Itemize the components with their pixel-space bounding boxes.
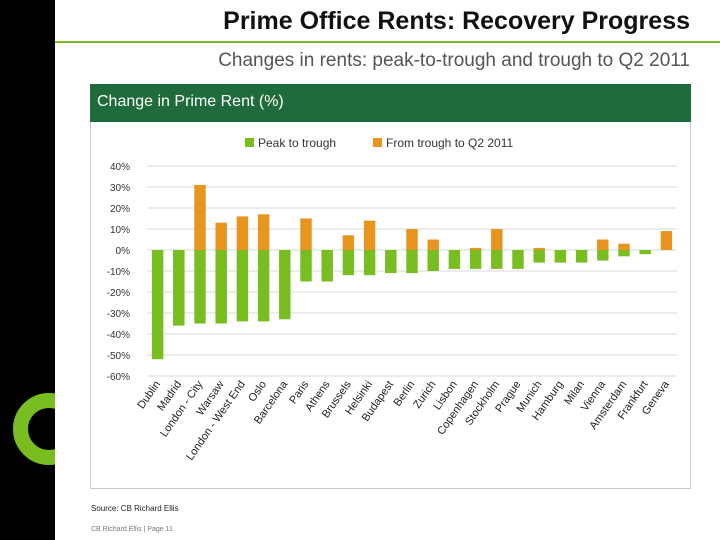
title-divider — [55, 41, 720, 43]
bar-peak-to-trough-16 — [491, 250, 503, 269]
bar-trough-to-q2-5 — [257, 214, 270, 250]
y-tick-label: 40% — [110, 162, 130, 173]
y-tick-label: 30% — [110, 183, 130, 194]
bar-peak-to-trough-9 — [342, 250, 355, 276]
y-tick-label: -40% — [107, 330, 130, 341]
slide-title: Prime Office Rents: Recovery Progress — [223, 7, 690, 35]
bar-peak-to-trough-6 — [279, 250, 291, 320]
bar-peak-to-trough-19 — [554, 250, 567, 263]
bar-trough-to-q2-24 — [660, 231, 673, 250]
bar-trough-to-q2-22 — [618, 243, 630, 250]
y-tick-label: -10% — [107, 267, 130, 278]
bar-peak-to-trough-7 — [300, 250, 312, 282]
source-note: Source: CB Richard Ellis — [91, 504, 179, 513]
bar-peak-to-trough-11 — [385, 250, 397, 274]
chart-panel — [90, 84, 691, 489]
bar-trough-to-q2-4 — [236, 216, 249, 250]
bar-peak-to-trough-13 — [427, 250, 439, 271]
bar-peak-to-trough-1 — [173, 250, 185, 326]
bar-peak-to-trough-14 — [448, 250, 461, 269]
y-tick-label: 0% — [116, 246, 131, 257]
bar-trough-to-q2-13 — [427, 239, 439, 250]
slide-subtitle: Changes in rents: peak-to-trough and tro… — [218, 50, 690, 71]
bar-trough-to-q2-21 — [597, 239, 609, 250]
chart-panel-header — [90, 84, 691, 122]
legend-label-1: From trough to Q2 2011 — [386, 136, 514, 150]
y-tick-label: -20% — [107, 288, 130, 299]
chart-title: Change in Prime Rent (%) — [97, 93, 284, 110]
bar-peak-to-trough-20 — [575, 250, 588, 263]
bar-peak-to-trough-4 — [236, 250, 249, 322]
bar-peak-to-trough-10 — [363, 250, 376, 276]
bar-peak-to-trough-17 — [512, 250, 524, 269]
page-footer: CB Richard Ellis | Page 11 — [91, 526, 173, 533]
bar-peak-to-trough-5 — [257, 250, 270, 322]
bar-peak-to-trough-12 — [406, 250, 418, 274]
y-tick-label: -60% — [107, 372, 130, 383]
legend-swatch-1 — [373, 138, 382, 147]
bar-trough-to-q2-7 — [300, 218, 312, 250]
bar-peak-to-trough-3 — [215, 250, 227, 324]
bar-chart: Peak to trough From trough to Q2 2011 40% 3… — [107, 136, 677, 463]
bar-trough-to-q2-10 — [363, 220, 376, 250]
bar-trough-to-q2-12 — [406, 229, 418, 250]
y-tick-label: 20% — [110, 204, 130, 215]
y-tick-label: 10% — [110, 225, 130, 236]
bar-peak-to-trough-8 — [321, 250, 333, 282]
bar-peak-to-trough-21 — [597, 250, 609, 261]
brand-ring-mask — [55, 393, 95, 465]
bar-trough-to-q2-18 — [533, 247, 545, 250]
bar-peak-to-trough-22 — [618, 250, 630, 257]
bar-trough-to-q2-2 — [194, 184, 206, 250]
bar-peak-to-trough-23 — [639, 250, 651, 255]
y-tick-label: -50% — [107, 351, 130, 362]
legend-swatch-0 — [245, 138, 254, 147]
bar-trough-to-q2-3 — [215, 222, 227, 250]
bar-peak-to-trough-2 — [194, 250, 206, 324]
bar-trough-to-q2-15 — [469, 247, 482, 250]
bar-trough-to-q2-9 — [342, 235, 355, 250]
legend-label-0: Peak to trough — [258, 136, 336, 150]
bar-peak-to-trough-0 — [151, 250, 164, 360]
bar-trough-to-q2-16 — [491, 229, 503, 250]
y-tick-label: -30% — [107, 309, 130, 320]
bar-peak-to-trough-18 — [533, 250, 545, 263]
bar-peak-to-trough-15 — [469, 250, 482, 269]
